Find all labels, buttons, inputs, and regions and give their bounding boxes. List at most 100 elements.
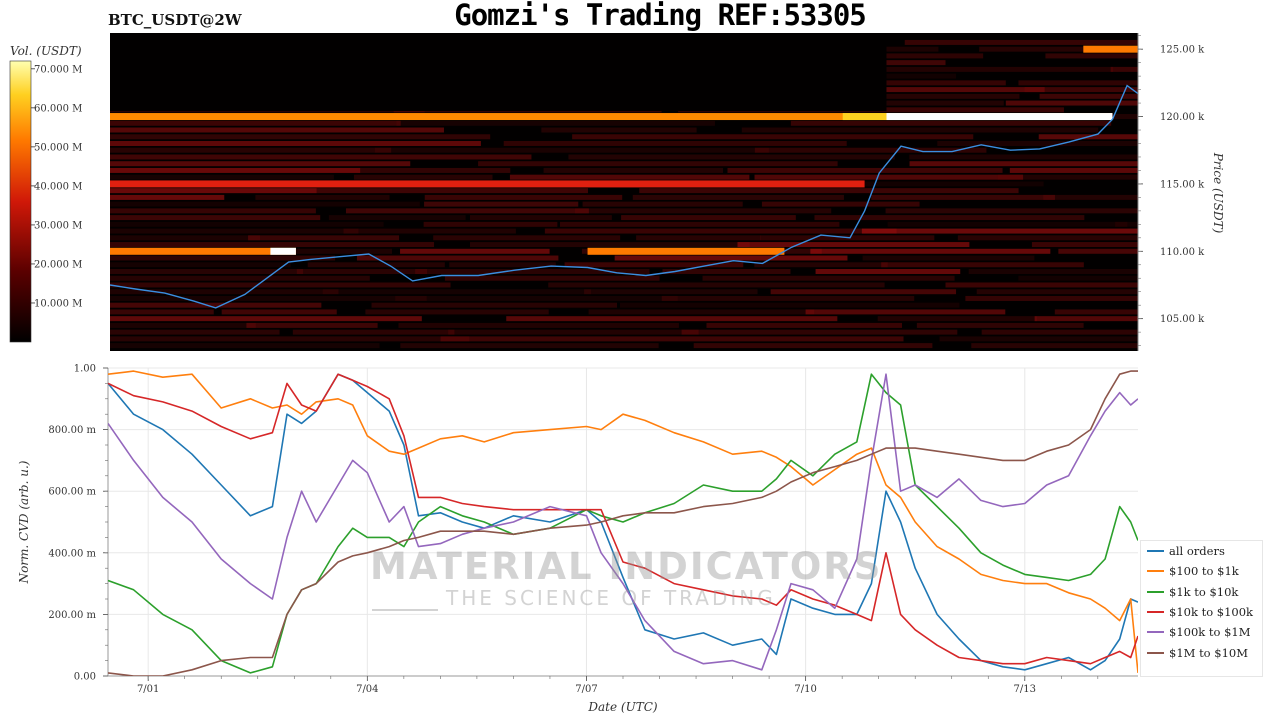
heatmap-band: [815, 269, 961, 274]
heatmap-band: [636, 235, 761, 241]
colorbar-tick-label: 20.000 M: [34, 259, 82, 270]
legend-item: all orders: [1141, 541, 1262, 561]
colorbar-tick-label: 10.000 M: [34, 298, 82, 309]
heatmap-band: [810, 248, 1051, 254]
heatmap-band: [328, 215, 466, 221]
heatmap-y-tick-label: 125.00 k: [1160, 45, 1205, 56]
heatmap-band: [246, 322, 378, 328]
colorbar-tick-label: 60.000 M: [34, 103, 82, 114]
heatmap-band: [110, 140, 481, 146]
legend-item: $10k to $100k: [1141, 602, 1262, 622]
liquidity-wall: [1083, 45, 1138, 53]
colorbar-tick-label: 40.000 M: [34, 181, 82, 192]
heatmap-band: [939, 336, 1138, 342]
legend-swatch: [1147, 631, 1164, 634]
heatmap-band: [110, 316, 422, 322]
heatmap-y-tick-label: 105.00 k: [1160, 314, 1205, 325]
heatmap-empty-zone: [110, 33, 887, 112]
heatmap-band: [110, 228, 359, 234]
heatmap-y-ticks: 105.00 k 110.00 k 115.00 k 120.00 k 125.00 k: [1138, 35, 1205, 346]
cvd-x-label: Date (UTC): [587, 700, 657, 714]
legend-swatch: [1147, 550, 1164, 553]
cvd-series-lines: [108, 370, 1138, 676]
heatmap-band: [110, 208, 316, 214]
cvd-x-tick-label: 7/04: [356, 684, 378, 695]
heatmap-band: [881, 262, 1084, 268]
heatmap-band: [444, 275, 660, 281]
heatmap-band: [1045, 53, 1138, 59]
heatmap-band: [110, 329, 280, 335]
heatmap-band: [449, 262, 556, 268]
heatmap-band: [110, 262, 291, 268]
cvd-x-tick-label: 7/13: [1014, 684, 1036, 695]
heatmap-band: [541, 127, 697, 133]
heatmap-band: [506, 316, 838, 322]
heatmap-y-tick-label: 115.00 k: [1160, 179, 1205, 190]
cvd-line-all-orders: [108, 373, 1138, 671]
heatmap-band: [981, 329, 1138, 335]
heatmap-y-tick-label: 110.00 k: [1160, 247, 1205, 258]
legend-label: $100 to $1k: [1169, 564, 1239, 579]
heatmap-band: [632, 194, 844, 200]
heatmap-band: [424, 194, 623, 200]
heatmap-band: [1039, 93, 1138, 99]
heatmap-band: [371, 302, 618, 308]
cvd-y-tick-label: 0.00: [74, 672, 96, 683]
cvd-line--100-to-1k: [108, 370, 1138, 673]
heatmap-band: [1031, 242, 1138, 248]
heatmap-band: [976, 289, 1138, 295]
heatmap-band: [548, 282, 885, 288]
cvd-y-ticks: 0.00 200.00 m 400.00 m 600.00 m 800.00 m 1.00: [48, 364, 108, 683]
heatmap-band: [110, 295, 427, 301]
heatmap-band: [805, 309, 1006, 315]
cvd-line--100k-to-1m: [108, 373, 1138, 671]
heatmap-band: [904, 39, 1138, 45]
heatmap-band: [1005, 100, 1138, 106]
heatmap-band: [469, 215, 612, 221]
heatmap-band: [292, 329, 455, 335]
colorbar-label: Vol. (USDT): [10, 44, 82, 58]
heatmap-band: [761, 201, 920, 207]
heatmap-band: [110, 322, 256, 328]
heatmap-band: [564, 262, 744, 268]
cvd-y-tick-label: 400.00 m: [48, 548, 96, 559]
legend-label: $1M to $10M: [1169, 645, 1248, 660]
heatmap-band: [543, 167, 724, 173]
cvd-x-ticks: 7/01 7/04 7/07 7/10 7/13: [137, 676, 1099, 695]
heatmap-band: [503, 140, 847, 146]
heatmap-band: [909, 161, 1138, 167]
heatmap-band: [681, 329, 958, 335]
liquidity-wall: [110, 247, 296, 255]
heatmap-band: [322, 289, 591, 295]
cvd-y-tick-label: 200.00 m: [48, 610, 96, 621]
heatmap-band: [110, 174, 334, 180]
colorbar: [9, 60, 32, 343]
heatmap-band: [356, 255, 559, 261]
heatmap-band: [614, 255, 848, 261]
heatmap-band: [1034, 316, 1138, 322]
heatmap-band: [790, 120, 1112, 126]
heatmap-band: [110, 336, 470, 342]
heatmap-band: [110, 235, 261, 241]
heatmap-band: [221, 309, 337, 315]
heatmap-band: [1110, 66, 1138, 72]
heatmap-band: [727, 167, 1003, 173]
heatmap-band: [979, 46, 1138, 52]
heatmap-band: [884, 66, 1114, 72]
heatmap-band: [398, 322, 679, 328]
heatmap-band: [400, 343, 659, 349]
heatmap-y-label: Price (USDT): [1211, 152, 1225, 234]
heatmap-band: [110, 188, 317, 194]
heatmap-band: [110, 302, 322, 308]
heatmap-band: [448, 329, 699, 335]
heatmap-band: [255, 194, 390, 200]
heatmap-band: [737, 242, 970, 248]
heatmap-band: [248, 235, 400, 241]
heatmap-band: [662, 269, 791, 274]
heatmap-band: [509, 174, 750, 180]
heatmap-band: [423, 221, 558, 227]
heatmap-band: [572, 134, 974, 140]
heatmap-band: [770, 289, 957, 295]
heatmap-band: [706, 322, 903, 328]
